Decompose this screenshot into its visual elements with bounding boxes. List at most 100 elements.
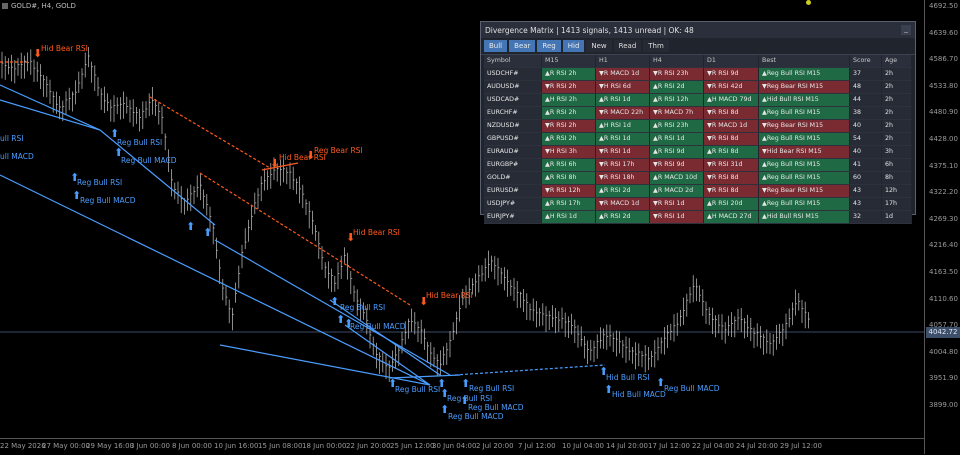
divergence-table: Symbol M15 H1 H4 D1 Best Score Age USDCHF# ▲R RSI… bbox=[484, 55, 912, 224]
symbol-cell[interactable]: EURAUD# bbox=[484, 146, 542, 158]
table-row[interactable]: GBPUSD# ▲R RSI 2h ▲R RSI 1d ▲R RSI 1d ▼R RSI… bbox=[484, 133, 912, 146]
table-row[interactable]: EURUSD# ▼R RSI 12h ▲R RSI 2d ▲R MACD 2d ▼R R… bbox=[484, 185, 912, 198]
table-row[interactable]: NZDUSD# ▼R RSI 2h ▲H RSI 1d ▲R RSI 23h ▼R MA… bbox=[484, 120, 912, 133]
annotation-reg-bull-rsi: Reg Bull RSI bbox=[117, 138, 163, 147]
table-row[interactable]: GOLD# ▲R RSI 8h ▼R RSI 18h ▲R MACD 10d ▼R RS… bbox=[484, 172, 912, 185]
symbol-cell[interactable]: AUDUSD# bbox=[484, 81, 542, 93]
annotation-bull-macd-edge: ull MACD bbox=[0, 152, 34, 161]
arrow-up-icon: ⬆ bbox=[604, 383, 614, 396]
table-row[interactable]: USDCAD# ▲H RSI 2h ▲R RSI 1d ▲R RSI 12h ▲H MA… bbox=[484, 94, 912, 107]
arrow-up-icon: ⬆ bbox=[344, 317, 354, 330]
signal-cell: ▲R RSI 2h bbox=[542, 107, 596, 119]
minimize-button[interactable]: _ bbox=[901, 25, 911, 35]
age-cell: 2h bbox=[882, 107, 912, 119]
tab-new[interactable]: New bbox=[586, 40, 612, 52]
table-row[interactable]: EURJPY# ▲H RSI 1d ▲R RSI 2d ▼R RSI 1d ▲H MAC… bbox=[484, 211, 912, 224]
time-axis[interactable]: 22 May 2026 27 May 00:00 29 May 16:00 3 Jun… bbox=[0, 438, 924, 455]
tab-hid[interactable]: Hid bbox=[562, 40, 585, 52]
chart-canvas[interactable] bbox=[0, 0, 924, 438]
symbol-cell[interactable]: NZDUSD# bbox=[484, 120, 542, 132]
arrow-up-icon: ⬆ bbox=[70, 171, 80, 184]
panel-titlebar[interactable]: Divergence Matrix | 1413 signals, 1413 u… bbox=[481, 22, 915, 38]
time-tick-label: 30 Jun 04:00 bbox=[432, 442, 477, 450]
price-axis[interactable]: 4692.50 4639.60 4586.70 4533.80 4480.90 4428.… bbox=[924, 0, 960, 454]
annotation-bull-rsi-edge: ull RSI bbox=[0, 134, 24, 143]
symbol-cell[interactable]: EURGBP# bbox=[484, 159, 542, 171]
symbol-cell[interactable]: USDCAD# bbox=[484, 94, 542, 106]
symbol-cell[interactable]: GOLD# bbox=[484, 172, 542, 184]
time-tick-label: 10 Jul 04:00 bbox=[562, 442, 604, 450]
divergence-matrix-panel[interactable]: Divergence Matrix | 1413 signals, 1413 u… bbox=[480, 21, 916, 224]
signal-cell: ▲R RSI 9d bbox=[650, 146, 704, 158]
annotation-reg-bull-macd: Reg Bull MACD bbox=[80, 196, 136, 205]
signal-cell: ▼R RSI 31d bbox=[704, 159, 759, 171]
signal-cell: ▼R MACD 7h bbox=[650, 107, 704, 119]
score-cell: 37 bbox=[850, 68, 882, 80]
signal-cell: ▼R RSI 12h bbox=[542, 185, 596, 197]
symbol-cell[interactable]: EURCHF# bbox=[484, 107, 542, 119]
panel-title: Divergence Matrix | 1413 signals, 1413 u… bbox=[485, 25, 694, 35]
signal-cell: ▼R RSI 42d bbox=[704, 81, 759, 93]
signal-cell: ▼R RSI 8d bbox=[704, 185, 759, 197]
signal-cell: ▲H MACD 79d bbox=[704, 94, 759, 106]
price-tick-label: 4004.80 bbox=[929, 347, 958, 356]
table-row[interactable]: EURAUD# ▼H RSI 3h ▼R RSI 1d ▲R RSI 9d ▲R RSI… bbox=[484, 146, 912, 159]
column-header[interactable]: M15 bbox=[542, 55, 596, 67]
time-tick-label: 14 Jul 20:00 bbox=[606, 442, 648, 450]
tab-read[interactable]: Read bbox=[613, 40, 642, 52]
bull-divergence-line bbox=[389, 374, 461, 379]
arrow-up-icon: ⬆ bbox=[110, 127, 120, 140]
age-cell: 2h bbox=[882, 81, 912, 93]
annotation-hid-bull-macd: Hid Bull MACD bbox=[612, 390, 666, 399]
table-row[interactable]: EURCHF# ▲R RSI 2h ▼R MACD 22h ▼R MACD 7h ▼R … bbox=[484, 107, 912, 120]
connection-indicator-icon bbox=[806, 0, 811, 5]
table-row[interactable]: AUDUSD# ▼R RSI 2h ▼H RSI 6d ▲R RSI 2d ▼R RSI… bbox=[484, 81, 912, 94]
time-tick-label: 10 Jun 16:00 bbox=[214, 442, 259, 450]
price-chart[interactable]: GOLD#, H4, GOLD ⬇ Hid Bear RSI ull RSI u… bbox=[0, 0, 924, 438]
price-tick-label: 4692.50 bbox=[929, 2, 958, 10]
bear-divergence-line bbox=[199, 172, 411, 306]
symbol-cell[interactable]: GBPUSD# bbox=[484, 133, 542, 145]
tab-thm[interactable]: Thm bbox=[643, 40, 669, 52]
signal-cell: ▼R MACD 22h bbox=[596, 107, 650, 119]
column-header[interactable]: Score bbox=[850, 55, 882, 67]
time-tick-label: 15 Jun 08:00 bbox=[258, 442, 303, 450]
symbol-cell[interactable]: USDCHF# bbox=[484, 68, 542, 80]
signal-cell: ▼R RSI 8d bbox=[704, 172, 759, 184]
table-row[interactable]: USDCHF# ▲R RSI 2h ▼R MACD 1d ▼R RSI 23h ▼R R… bbox=[484, 68, 912, 81]
bull-divergence-line bbox=[329, 299, 441, 376]
column-header[interactable]: H4 bbox=[650, 55, 704, 67]
signal-cell: ▼H RSI 6d bbox=[596, 81, 650, 93]
best-signal-cell: ▼Hid Bear RSI M15 bbox=[759, 146, 850, 158]
tab-bear[interactable]: Bear bbox=[509, 40, 536, 52]
time-tick-label: 22 Jul 04:00 bbox=[692, 442, 734, 450]
signal-cell: ▼R RSI 23h bbox=[650, 68, 704, 80]
best-signal-cell: ▲Reg Bull RSI M15 bbox=[759, 133, 850, 145]
column-header[interactable]: Symbol bbox=[484, 55, 542, 67]
age-cell: 1d bbox=[882, 211, 912, 223]
column-header[interactable]: Age bbox=[882, 55, 912, 67]
signal-cell: ▲R RSI 1d bbox=[596, 133, 650, 145]
age-cell: 2h bbox=[882, 120, 912, 132]
price-tick-label: 3951.90 bbox=[929, 374, 958, 383]
price-tick-label: 4533.80 bbox=[929, 81, 958, 90]
annotation-hid-bear-rsi: Hid Bear RSI bbox=[353, 228, 400, 237]
signal-cell: ▼R RSI 9d bbox=[650, 159, 704, 171]
time-tick-label: 3 Jun 00:00 bbox=[130, 442, 171, 450]
time-tick-label: 22 Jun 20:00 bbox=[346, 442, 391, 450]
symbol-menu-icon[interactable] bbox=[2, 3, 8, 9]
tab-bull[interactable]: Bull bbox=[484, 40, 508, 52]
arrow-up-icon: ⬆ bbox=[186, 220, 196, 233]
column-header[interactable]: Best bbox=[759, 55, 850, 67]
column-header[interactable]: H1 bbox=[596, 55, 650, 67]
signal-cell: ▲R RSI 8d bbox=[704, 146, 759, 158]
annotation-hid-bear-rsi: Hid Bear RSI bbox=[426, 291, 473, 300]
symbol-cell[interactable]: EURUSD# bbox=[484, 185, 542, 197]
tab-reg[interactable]: Reg bbox=[537, 40, 561, 52]
table-row[interactable]: EURGBP# ▲R RSI 6h ▼R RSI 17h ▼R RSI 9d ▼R RS… bbox=[484, 159, 912, 172]
annotation-reg-bull-macd: Reg Bull MACD bbox=[121, 156, 177, 165]
table-row[interactable]: USDJPY# ▲R RSI 17h ▼R MACD 1d ▼R RSI 1d ▲R R… bbox=[484, 198, 912, 211]
symbol-cell[interactable]: EURJPY# bbox=[484, 211, 542, 223]
symbol-cell[interactable]: USDJPY# bbox=[484, 198, 542, 210]
column-header[interactable]: D1 bbox=[704, 55, 759, 67]
